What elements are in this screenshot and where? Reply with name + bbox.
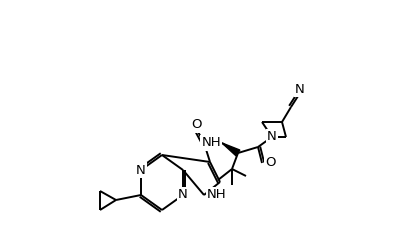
Text: N: N xyxy=(267,131,277,144)
Text: N: N xyxy=(136,163,146,176)
Text: O: O xyxy=(265,156,275,169)
Text: NH: NH xyxy=(201,137,221,150)
Text: NH: NH xyxy=(207,188,227,202)
Polygon shape xyxy=(222,143,240,156)
Text: O: O xyxy=(191,119,201,132)
Text: N: N xyxy=(178,188,188,202)
Text: N: N xyxy=(295,83,305,96)
